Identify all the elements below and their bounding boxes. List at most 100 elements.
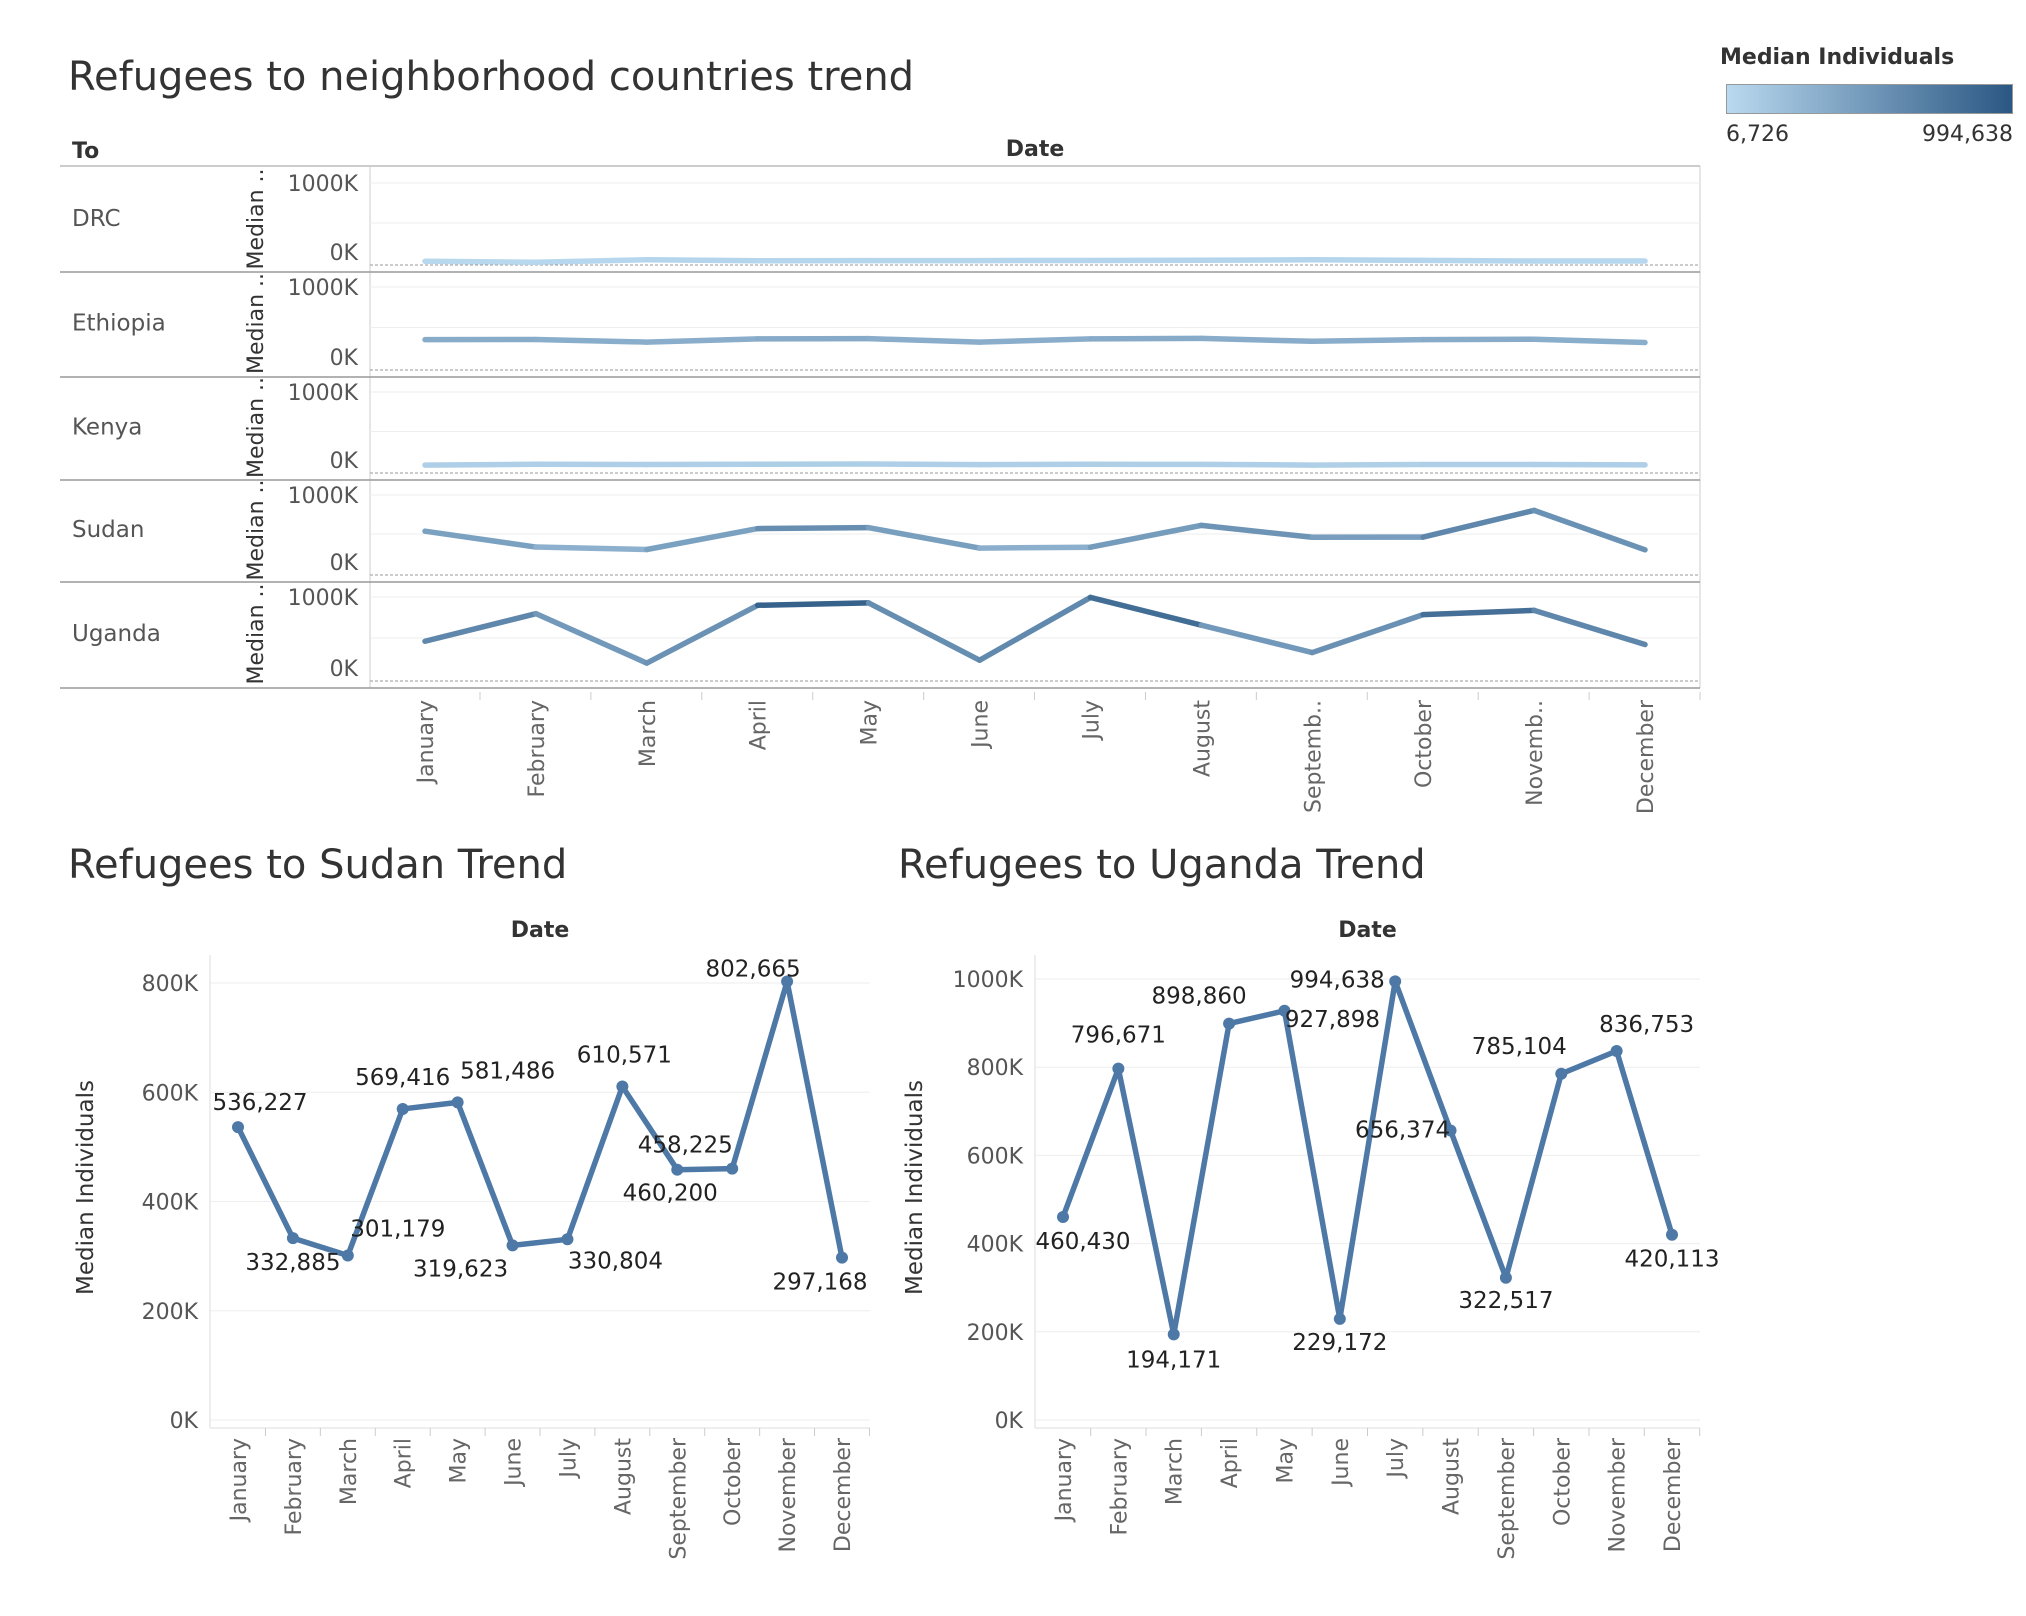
- series-segment-ethiopia-2: [644, 336, 761, 345]
- uganda-point-11: [1666, 1228, 1678, 1241]
- series-segment-ethiopia-8: [1309, 336, 1426, 345]
- series-segment-sudan-1: [533, 544, 650, 553]
- uganda-point-1: [1112, 1062, 1125, 1075]
- y-axis-title-ethiopia: Median ..: [244, 273, 269, 374]
- sudan-x-tick-label-9: October: [721, 1437, 746, 1526]
- series-segment-uganda-3: [754, 600, 872, 609]
- row-label-sudan: Sudan: [72, 517, 144, 543]
- series-segment-sudan-2: [644, 525, 761, 553]
- series-segment-uganda-8: [1309, 611, 1426, 656]
- y-tick-1000k-sudan: 1000K: [288, 484, 359, 509]
- series-segment-drc-1: [533, 257, 650, 265]
- y-tick-1000k-ethiopia: 1000K: [288, 276, 359, 301]
- sudan-chart-title: Refugees to Sudan Trend: [68, 842, 568, 888]
- uganda-point-7: [1444, 1124, 1457, 1137]
- sudan-x-tick-label-11: December: [831, 1437, 856, 1552]
- y-axis-title-kenya: Median ..: [244, 377, 269, 478]
- series-segment-uganda-4: [865, 600, 983, 663]
- series-segment-ethiopia-7: [1198, 335, 1316, 345]
- uganda-data-label-5: 229,172: [1292, 1330, 1387, 1356]
- uganda-data-label-2: 194,171: [1126, 1347, 1221, 1373]
- series-segment-uganda-9: [1420, 607, 1537, 618]
- top-x-tick-label-3: April: [747, 700, 772, 750]
- series-segment-uganda-7: [1198, 622, 1316, 656]
- sudan-x-tick-label-6: July: [556, 1438, 581, 1480]
- y-axis-title-sudan: Median ..: [244, 480, 269, 581]
- sudan-series-line: [235, 978, 845, 1259]
- top-chart-title: Refugees to neighborhood countries trend: [68, 54, 915, 100]
- top-x-tick-label-5: June: [969, 700, 994, 750]
- series-segment-kenya-0: [422, 461, 539, 468]
- sudan-point-4: [451, 1096, 464, 1109]
- y-tick-0k-uganda: 0K: [330, 657, 359, 682]
- uganda-data-label-6: 994,638: [1290, 967, 1385, 993]
- top-x-tick-label-0: January: [414, 700, 439, 785]
- series-segment-kenya-4: [865, 461, 983, 468]
- top-x-tick-label-7: August: [1190, 700, 1215, 777]
- sudan-y-axis-title: Median Individuals: [73, 1080, 99, 1295]
- sudan-point-2: [341, 1249, 354, 1262]
- sudan-data-label-3: 569,416: [355, 1065, 450, 1091]
- series-segment-kenya-7: [1198, 461, 1316, 468]
- row-header-to: To: [72, 139, 99, 164]
- legend-min-label: 6,726: [1726, 122, 1789, 147]
- sudan-x-tick-label-5: June: [502, 1438, 527, 1488]
- uganda-y-tick-0: 0K: [995, 1409, 1024, 1434]
- sudan-x-tick-label-3: April: [392, 1438, 417, 1488]
- series-segment-drc-2: [644, 257, 761, 264]
- uganda-y-tick-4: 800K: [967, 1056, 1024, 1081]
- series-segment-kenya-8: [1309, 461, 1426, 468]
- y-tick-0k-kenya: 0K: [330, 449, 359, 474]
- legend-title: Median Individuals: [1720, 45, 1955, 70]
- y-tick-0k-sudan: 0K: [330, 551, 359, 576]
- top-x-tick-label-8: Septemb..: [1301, 700, 1326, 813]
- uganda-x-tick-label-0: January: [1052, 1438, 1077, 1523]
- legend-max-label: 994,638: [1922, 122, 2013, 147]
- uganda-y-tick-5: 1000K: [953, 968, 1024, 993]
- uganda-point-10: [1610, 1044, 1623, 1057]
- uganda-x-tick-label-8: September: [1495, 1437, 1520, 1560]
- uganda-x-tick-label-4: May: [1273, 1438, 1298, 1483]
- sudan-point-10: [781, 975, 794, 988]
- series-segment-drc-0: [422, 258, 539, 265]
- uganda-y-tick-3: 600K: [967, 1144, 1024, 1169]
- y-tick-1000k-drc: 1000K: [288, 172, 359, 197]
- uganda-point-5: [1333, 1312, 1346, 1325]
- uganda-data-label-10: 836,753: [1599, 1012, 1694, 1038]
- uganda-series-line: [1060, 978, 1675, 1338]
- series-segment-sudan-3: [754, 524, 872, 532]
- series-segment-sudan-7: [1198, 522, 1316, 541]
- uganda-chart-title: Refugees to Uganda Trend: [898, 842, 1426, 888]
- sudan-data-label-10: 802,665: [706, 957, 801, 983]
- top-x-tick-label-10: Novemb..: [1523, 700, 1548, 806]
- sudan-y-tick-3: 600K: [142, 1081, 199, 1106]
- uganda-data-label-3: 898,860: [1152, 984, 1247, 1010]
- y-tick-1000k-kenya: 1000K: [288, 381, 359, 406]
- uganda-data-label-9: 785,104: [1472, 1034, 1567, 1060]
- sudan-x-tick-label-4: May: [447, 1438, 472, 1483]
- uganda-point-6: [1389, 975, 1402, 988]
- uganda-x-tick-label-6: July: [1384, 1438, 1409, 1480]
- top-x-tick-label-2: March: [636, 700, 661, 767]
- sudan-x-tick-label-7: August: [611, 1438, 636, 1515]
- uganda-data-label-1: 796,671: [1071, 1023, 1166, 1049]
- sudan-data-label-1: 332,885: [245, 1250, 340, 1276]
- series-segment-sudan-0: [422, 528, 539, 550]
- sudan-data-label-6: 330,804: [568, 1248, 663, 1274]
- series-segment-sudan-4: [865, 524, 983, 551]
- legend-color-ramp[interactable]: [1726, 84, 2013, 114]
- series-segment-sudan-5: [976, 544, 1094, 551]
- sudan-point-8: [671, 1163, 684, 1176]
- uganda-data-label-4: 927,898: [1285, 1007, 1380, 1033]
- row-label-drc: DRC: [72, 206, 121, 232]
- series-segment-uganda-1: [533, 610, 650, 666]
- sudan-data-label-4: 581,486: [460, 1058, 555, 1084]
- series-segment-uganda-2: [644, 602, 761, 666]
- top-x-tick-label-4: May: [858, 700, 883, 745]
- uganda-x-tick-label-10: November: [1606, 1437, 1631, 1552]
- series-segment-ethiopia-10: [1531, 336, 1648, 346]
- uganda-point-2: [1167, 1328, 1180, 1341]
- sudan-point-1: [286, 1232, 299, 1245]
- series-segment-drc-9: [1420, 257, 1537, 264]
- uganda-data-label-7: 656,374: [1355, 1118, 1450, 1144]
